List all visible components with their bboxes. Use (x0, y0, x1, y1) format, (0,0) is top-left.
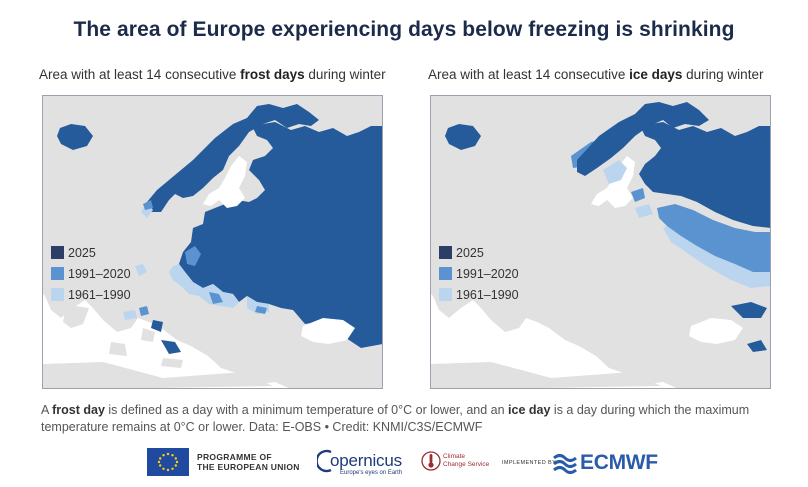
left-subtitle-tail: during winter (304, 67, 386, 82)
legend-label: 2025 (456, 245, 484, 260)
legend-item: 1961–1990 (51, 284, 131, 305)
footnote-bold: ice day (508, 403, 551, 417)
implemented-by-text: IMPLEMENTED BY (502, 460, 557, 466)
eu-programme-text: PROGRAMME OF THE EUROPEAN UNION (197, 452, 300, 472)
logo-strip: PROGRAMME OF THE EUROPEAN UNION opernicu… (0, 446, 808, 482)
ecmwf-logo-text: ECMWF (580, 451, 658, 474)
right-map-subtitle: Area with at least 14 consecutive ice da… (428, 67, 763, 82)
left-subtitle-text: Area with at least 14 consecutive (39, 67, 241, 82)
legend-label: 2025 (68, 245, 96, 260)
frost-legend: 2025 1991–2020 1961–1990 (51, 242, 131, 305)
c3s-line2: Change Service (443, 460, 490, 468)
eu-flag-icon (147, 448, 189, 476)
legend-label: 1991–2020 (456, 266, 519, 281)
right-subtitle-bold: ice days (629, 67, 683, 82)
footnote-text: A (41, 403, 53, 417)
ice-days-map-svg (431, 96, 770, 388)
black-sea (301, 318, 355, 344)
frost-days-map-svg (43, 96, 382, 388)
ice-2025-area (445, 102, 770, 352)
right-subtitle-text: Area with at least 14 consecutive (428, 67, 630, 82)
legend-item: 1991–2020 (51, 263, 131, 284)
ecmwf-wave-icon (553, 454, 577, 474)
left-map-subtitle: Area with at least 14 consecutive frost … (39, 67, 386, 82)
footnote-bold: frost day (52, 403, 105, 417)
legend-swatch-2025 (51, 246, 64, 259)
copernicus-c-icon (317, 449, 332, 473)
black-sea (689, 318, 743, 344)
footnote-text: is a day during which the maximum temper… (41, 403, 750, 434)
eu-line1: PROGRAMME OF (197, 452, 272, 462)
legend-label: 1961–1990 (456, 287, 519, 302)
ice-legend: 2025 1991–2020 1961–1990 (439, 242, 519, 305)
frost-1991-2020-area (139, 200, 267, 316)
frost-days-map: 2025 1991–2020 1961–1990 (42, 95, 383, 389)
eu-line2: THE EUROPEAN UNION (197, 462, 300, 472)
ice-days-map: 2025 1991–2020 1961–1990 (430, 95, 771, 389)
legend-swatch-1991-2020 (51, 267, 64, 280)
c3s-thermometer-icon (421, 451, 441, 471)
legend-swatch-1961-1990 (51, 288, 64, 301)
legend-item: 1961–1990 (439, 284, 519, 305)
c3s-logo-text: Climate Change Service (443, 453, 489, 468)
footnote-text: is defined as a day with a minimum tempe… (104, 403, 509, 417)
copernicus-logo-text: opernicus (330, 451, 402, 470)
left-subtitle-bold: frost days (240, 67, 305, 82)
legend-label: 1991–2020 (68, 266, 131, 281)
baltic-sea (203, 156, 247, 208)
legend-swatch-1991-2020 (439, 267, 452, 280)
right-subtitle-tail: during winter (682, 67, 764, 82)
legend-item: 2025 (439, 242, 519, 263)
legend-item: 2025 (51, 242, 131, 263)
c3s-line1: Climate (443, 453, 466, 460)
copernicus-tagline: Europe's eyes on Earth (340, 470, 403, 476)
legend-swatch-2025 (439, 246, 452, 259)
footnote: A frost day is defined as a day with a m… (41, 402, 781, 436)
page-title: The area of Europe experiencing days bel… (73, 18, 735, 41)
frost-2025-area (57, 104, 382, 354)
legend-label: 1961–1990 (68, 287, 131, 302)
legend-swatch-1961-1990 (439, 288, 452, 301)
legend-item: 1991–2020 (439, 263, 519, 284)
